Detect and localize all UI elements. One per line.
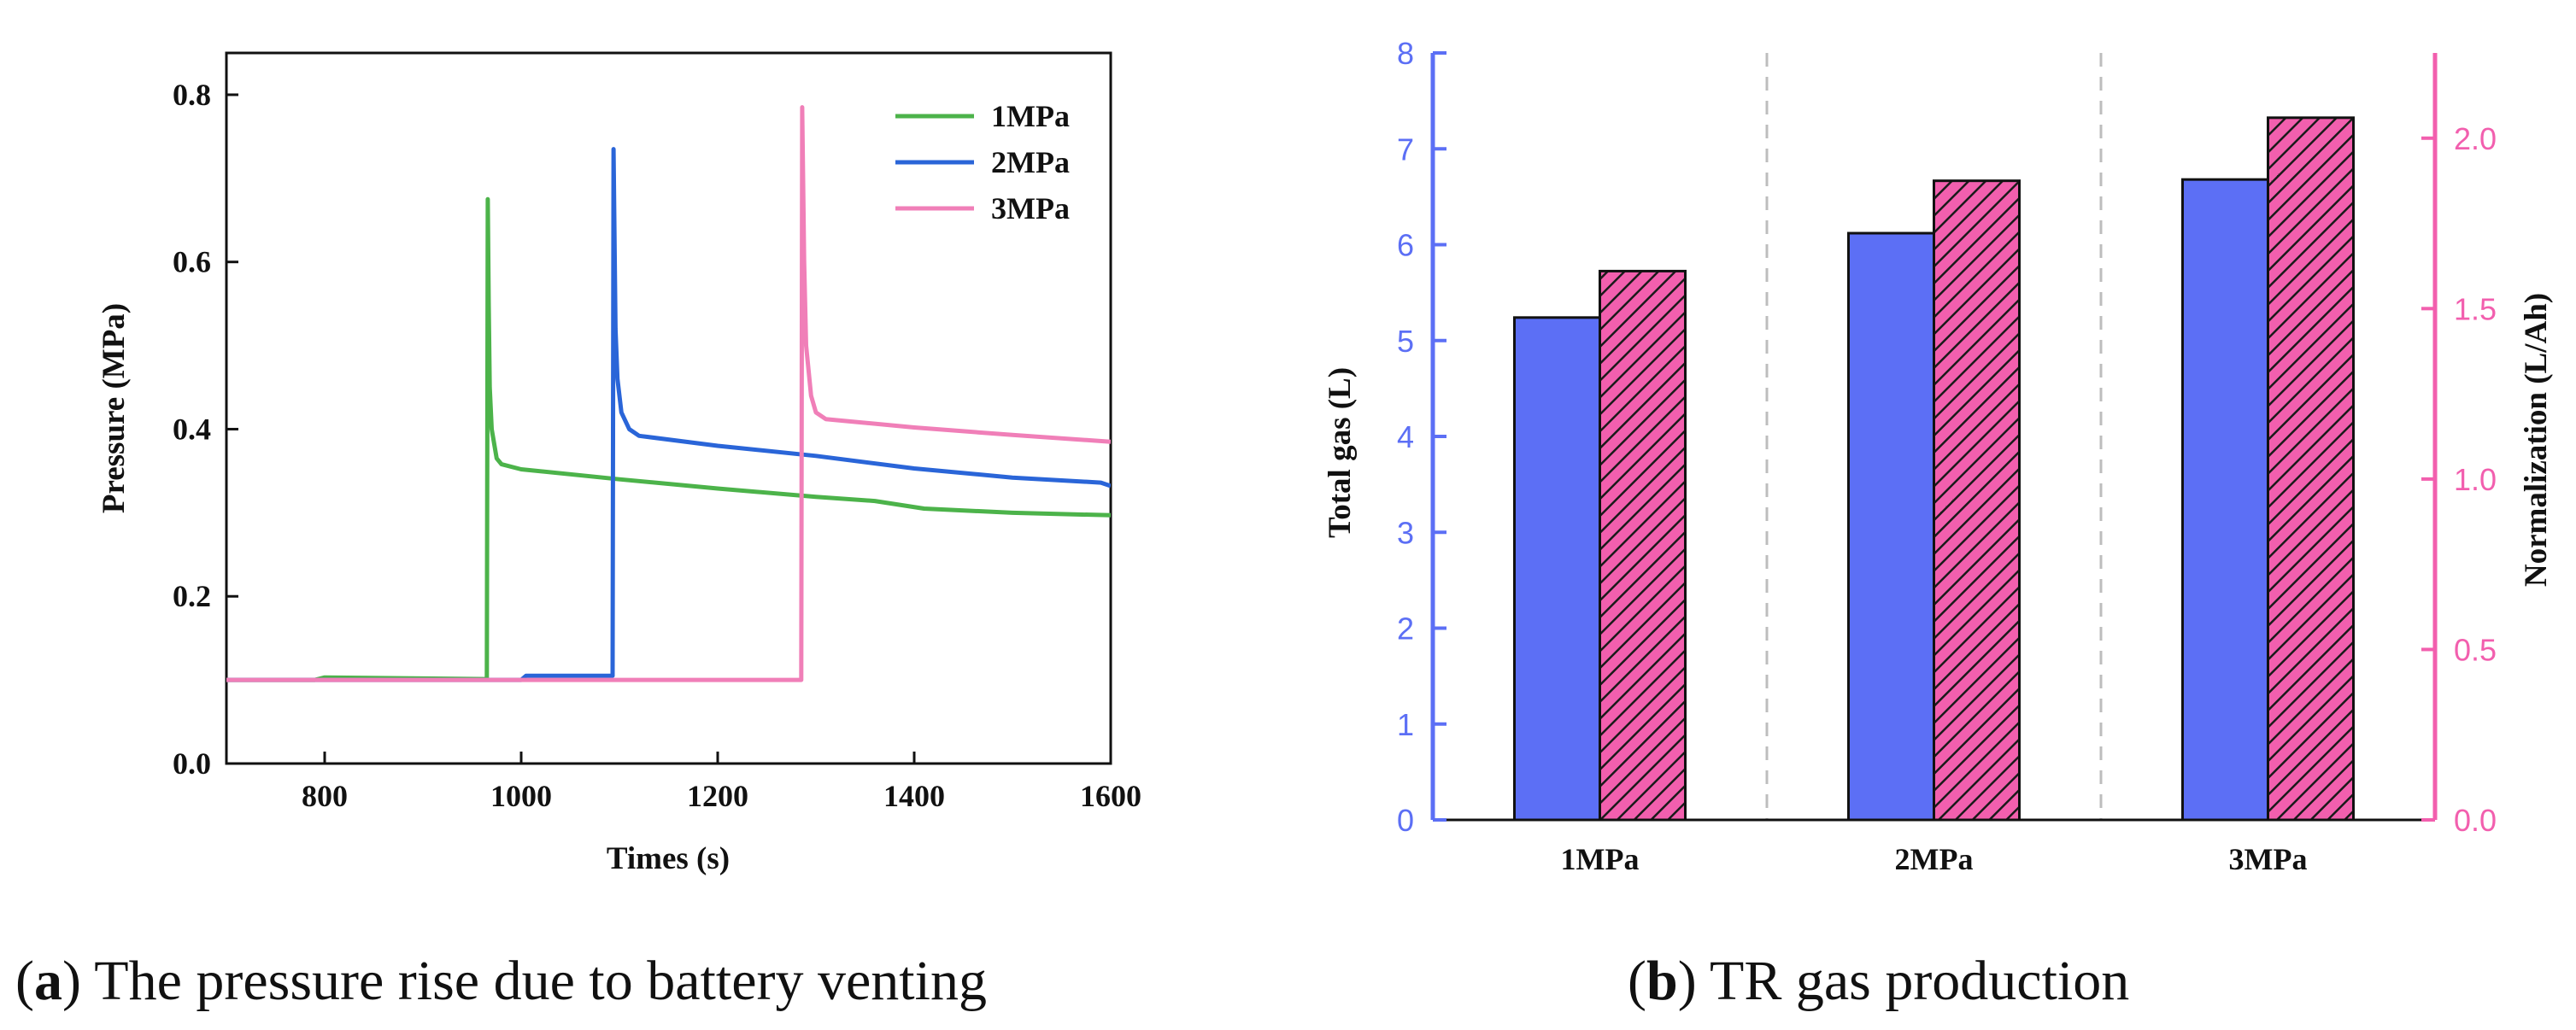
normalization-bar-3MPa (2267, 116, 2355, 822)
left-y-tick-label: 4 (1397, 419, 1414, 454)
left-y-tick-label: 5 (1397, 324, 1414, 359)
x-tick-label: 1600 (1080, 779, 1141, 813)
x-axis-label: Times (s) (607, 841, 730, 876)
series-line-2MPa (226, 147, 1111, 682)
legend-label-2MPa: 2MPa (991, 145, 1070, 179)
left-y-tick-label: 0 (1397, 803, 1414, 838)
legend: 1MPa 2MPa 3MPa (895, 99, 1070, 225)
y-tick-label: 0.2 (173, 579, 211, 613)
pressure-line-chart: 800 1000 1200 1400 1600 0.0 0.2 0.4 0.6 0.8 Time… (15, 51, 1141, 1012)
legend-label-1MPa: 1MPa (991, 99, 1070, 133)
left-y-tick-label: 6 (1397, 228, 1414, 263)
normalization-bar-1MPa (1599, 269, 1687, 822)
y-tick-label: 0.4 (173, 412, 211, 446)
caption-a-letter: a (34, 950, 62, 1012)
line-series-group (226, 105, 1111, 682)
right-y-tick-label: 1.5 (2454, 291, 2497, 326)
series-line-3MPa (226, 105, 1111, 682)
x-category-label-3MPa: 3MPa (2229, 842, 2308, 876)
right-y-axis-label: Normalization (L/Ah) (2519, 293, 2554, 587)
legend-label-3MPa: 3MPa (991, 191, 1070, 225)
left-y-tick-label: 3 (1397, 515, 1414, 550)
left-y-tick-label: 2 (1397, 612, 1414, 647)
x-tick-label: 1000 (490, 779, 552, 813)
x-tick-label: 1400 (883, 779, 945, 813)
right-y-tick-label: 2.0 (2454, 121, 2497, 156)
right-y-tick-label: 0.5 (2454, 632, 2497, 667)
x-axis-category-labels: 1MPa 2MPa 3MPa (1561, 808, 2308, 876)
x-axis-ticks: 800 1000 1200 1400 1600 (302, 752, 1141, 813)
caption-a: (a) The pressure rise due to battery ven… (15, 950, 987, 1012)
right-y-tick-label: 0.0 (2454, 803, 2497, 838)
y-axis-ticks: 0.0 0.2 0.4 0.6 0.8 (173, 78, 238, 781)
caption-a-text: The pressure rise due to battery venting (94, 950, 987, 1012)
right-y-axis-ticks: 0.0 0.5 1.0 1.5 2.0 (2421, 121, 2497, 838)
left-y-tick-label: 1 (1397, 707, 1414, 742)
left-y-axis-ticks: 0 1 2 3 4 5 6 7 8 (1397, 36, 1446, 838)
total-gas-bar-1MPa (1513, 316, 1601, 822)
y-tick-label: 0.6 (173, 245, 211, 279)
gas-production-bar-chart: 0 1 2 3 4 5 6 7 8 0.0 0.5 1.0 1.5 2.0 1MPa 2MPa 3MPa T… (1323, 36, 2554, 1012)
x-tick-label: 1200 (687, 779, 748, 813)
total-gas-bar-2MPa (1847, 231, 1935, 822)
y-tick-label: 0.0 (173, 746, 211, 781)
x-category-label-1MPa: 1MPa (1561, 842, 1640, 876)
y-tick-label: 0.8 (173, 78, 211, 112)
y-axis-label: Pressure (MPa) (97, 303, 132, 513)
x-category-label-2MPa: 2MPa (1895, 842, 1974, 876)
caption-b-text: TR gas production (1710, 950, 2129, 1012)
normalization-bar-2MPa (1933, 179, 2021, 822)
category-dividers (1765, 53, 2103, 820)
left-y-tick-label: 8 (1397, 36, 1414, 71)
plot-frame (225, 51, 1112, 765)
x-tick-label: 800 (302, 779, 348, 813)
left-y-tick-label: 7 (1397, 132, 1414, 167)
caption-b-letter: b (1646, 950, 1678, 1012)
bar-group (1513, 116, 2355, 822)
right-y-tick-label: 1.0 (2454, 462, 2497, 497)
total-gas-bar-3MPa (2181, 178, 2269, 822)
left-y-axis-label: Total gas (L) (1323, 367, 1358, 538)
caption-b: (b) TR gas production (1628, 950, 2129, 1012)
